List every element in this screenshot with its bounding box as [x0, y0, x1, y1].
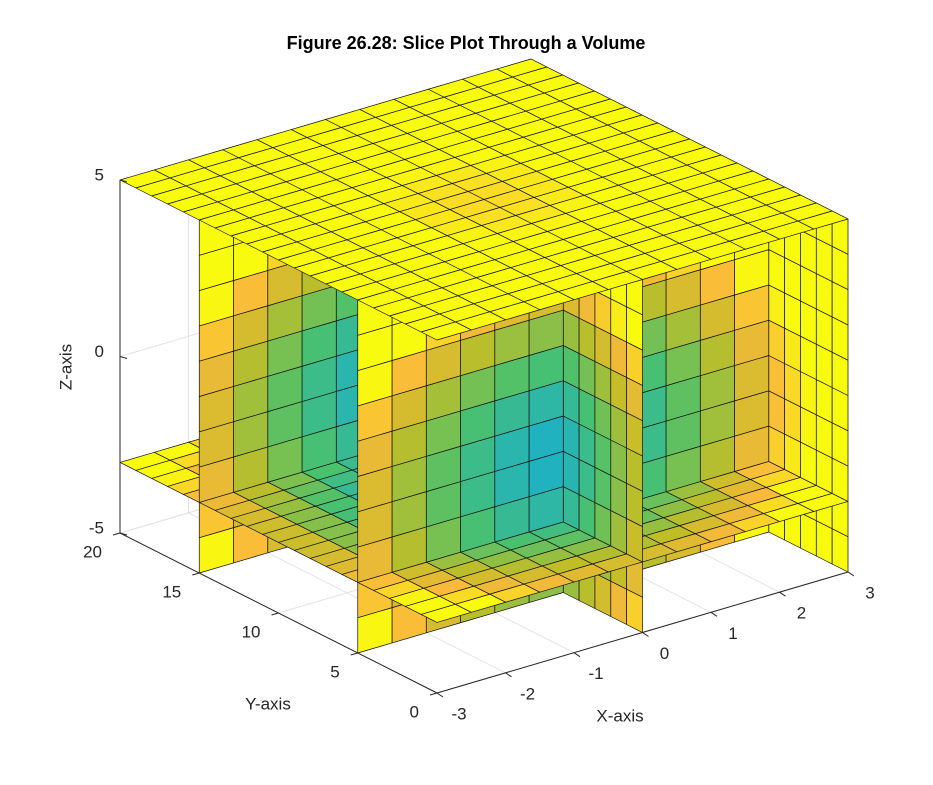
x-tick-label: -2 — [520, 684, 535, 703]
z-tick — [119, 532, 128, 536]
z-tick — [119, 179, 128, 183]
x-tick — [573, 652, 581, 658]
x-tick — [779, 591, 786, 597]
y-tick-label: 15 — [162, 582, 181, 601]
x-tick-label: -3 — [451, 704, 466, 723]
x-axis-label: X-axis — [596, 706, 643, 725]
x-tick — [710, 611, 718, 617]
x-tick — [847, 571, 855, 577]
y-tick — [271, 612, 279, 616]
slice-layer — [119, 58, 849, 654]
x-tick-label: 1 — [728, 624, 737, 643]
y-tick — [192, 572, 200, 576]
z-tick-label: -5 — [89, 518, 104, 537]
y-tick-label: 5 — [330, 662, 339, 681]
y-tick — [429, 692, 438, 696]
x-tick-label: 2 — [797, 604, 806, 623]
axes-layer: -3 -2 -1 0 1 2 3 0 5 10 15 20 -5 0 5 — [83, 165, 875, 723]
y-tick-label: 20 — [83, 542, 102, 561]
z-tick-label: 0 — [95, 342, 104, 361]
chart-title: Figure 26.28: Slice Plot Through a Volum… — [287, 33, 646, 53]
x-tick-label: 3 — [865, 583, 874, 602]
y-tick — [112, 532, 121, 536]
x-tick — [436, 692, 444, 698]
x-tick-label: -1 — [588, 664, 603, 683]
x-tick-label: 0 — [660, 644, 669, 663]
y-axis-label: Y-axis — [245, 694, 291, 713]
slice-cell — [420, 603, 472, 623]
x-tick — [505, 672, 512, 678]
y-tick — [350, 652, 358, 656]
z-tick — [119, 356, 128, 359]
z-axis-label: Z-axis — [56, 344, 75, 390]
slice-cell — [420, 321, 472, 341]
z-tick-label: 5 — [95, 165, 104, 184]
y-tick-label: 10 — [242, 622, 261, 641]
x-tick — [642, 632, 649, 637]
y-tick-label: 0 — [410, 702, 419, 721]
